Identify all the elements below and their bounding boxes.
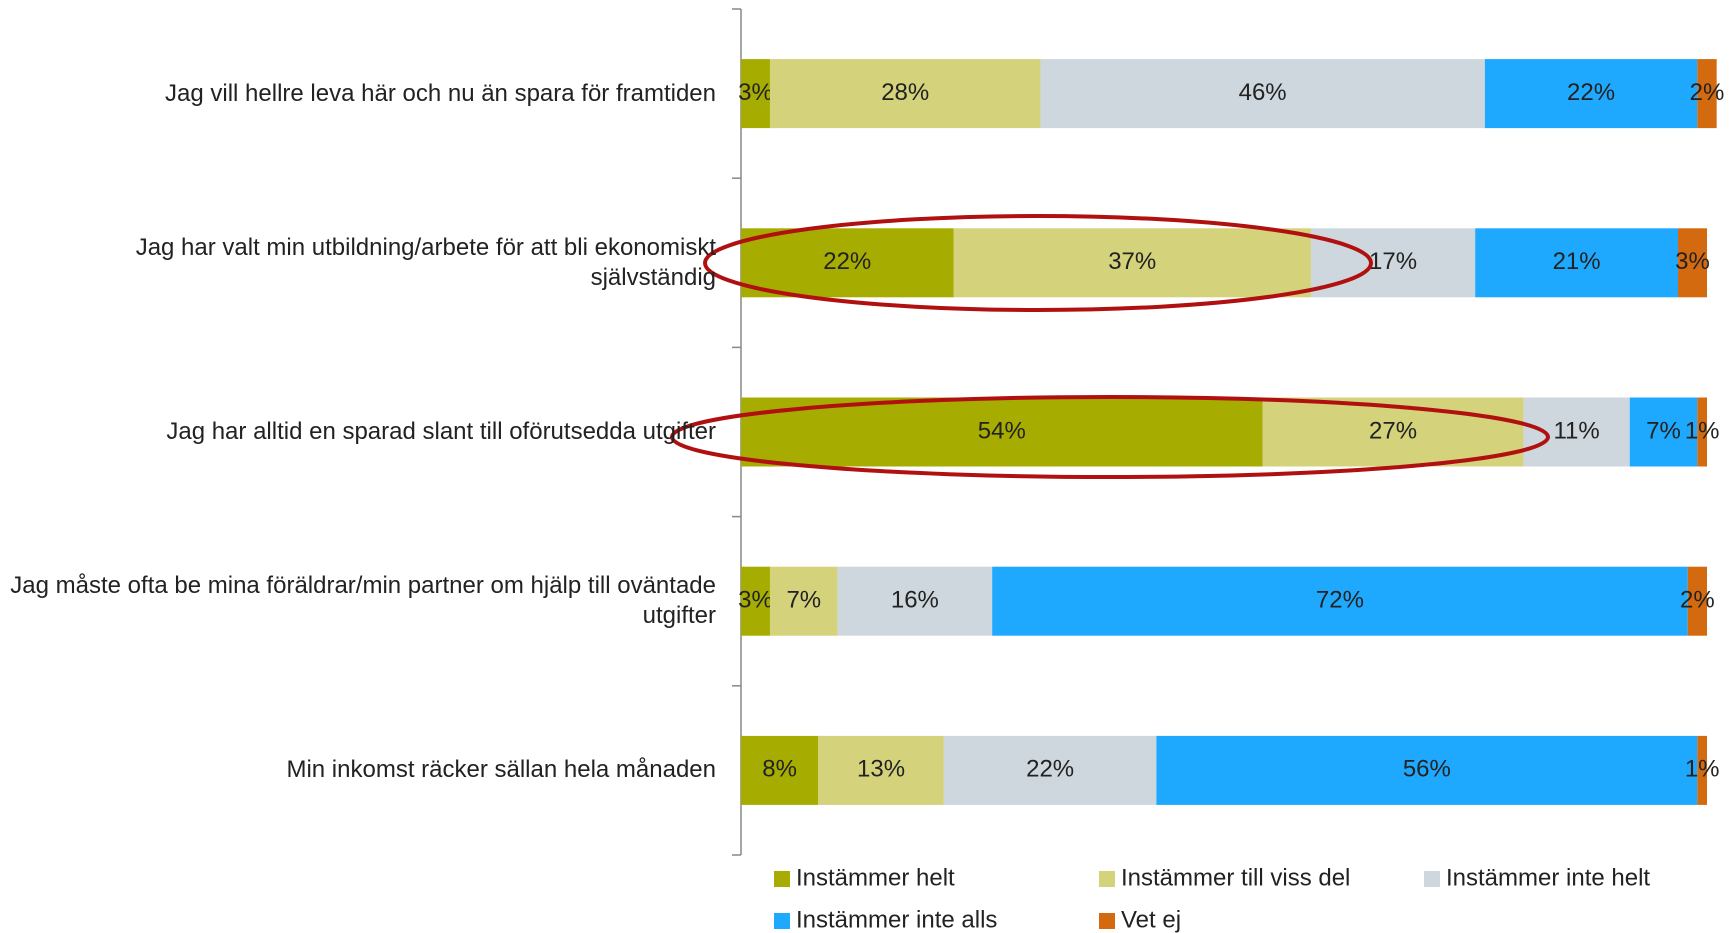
data-label: 54%: [978, 417, 1026, 444]
data-label: 17%: [1369, 248, 1417, 275]
legend-swatch: [1424, 871, 1440, 887]
data-label: 1%: [1685, 756, 1720, 783]
bar-segment: [769, 59, 1041, 129]
highlight-ellipse: [703, 214, 1373, 312]
legend-label: Instämmer till viss del: [1121, 864, 1350, 891]
bar-segment: [1629, 397, 1698, 467]
bar-segment: [1040, 59, 1485, 129]
data-label: 2%: [1680, 587, 1715, 614]
legend-label: Instämmer inte helt: [1446, 864, 1650, 891]
bar-segment: [1475, 228, 1679, 298]
data-label: 22%: [1567, 79, 1615, 106]
bar-segment: [1310, 228, 1476, 298]
bar-segment: [1697, 397, 1707, 467]
bar-segment: [1484, 59, 1698, 129]
legend-swatch: [774, 871, 790, 887]
data-label: 3%: [738, 587, 773, 614]
data-label: 56%: [1403, 756, 1451, 783]
data-label: 46%: [1239, 79, 1287, 106]
bar-segment: [741, 228, 954, 298]
bar-segment: [741, 59, 770, 129]
bar-segment: [1697, 59, 1717, 129]
data-label: 28%: [881, 79, 929, 106]
data-label: 72%: [1316, 587, 1364, 614]
data-label: 7%: [1646, 417, 1681, 444]
legend-swatch: [774, 913, 790, 929]
category-label: Jag har alltid en sparad slant till oför…: [166, 418, 716, 445]
data-label: 1%: [1685, 417, 1720, 444]
bar-segment: [1687, 566, 1707, 636]
bar-segment: [1156, 735, 1698, 805]
data-label: 22%: [823, 248, 871, 275]
data-label: 8%: [762, 756, 797, 783]
bar-segment: [769, 566, 838, 636]
data-label: 37%: [1108, 248, 1156, 275]
bar-segment: [992, 566, 1688, 636]
data-label: 21%: [1553, 248, 1601, 275]
data-label: 3%: [738, 79, 773, 106]
legend-swatch: [1099, 913, 1115, 929]
bar-segment: [818, 735, 944, 805]
bar-segment: [1262, 397, 1524, 467]
data-label: 2%: [1690, 79, 1725, 106]
data-label: 22%: [1026, 756, 1074, 783]
data-label: 16%: [891, 587, 939, 614]
bar-segment: [1523, 397, 1630, 467]
bar-segment: [741, 735, 819, 805]
bar-segment: [837, 566, 993, 636]
bar-segment: [741, 397, 1263, 467]
category-label: Min inkomst räcker sällan hela månaden: [286, 756, 716, 784]
bar-segment: [741, 566, 770, 636]
legend-swatch: [1099, 871, 1115, 887]
bar-segment: [1697, 735, 1707, 805]
data-label: 11%: [1553, 417, 1599, 444]
data-label: 27%: [1369, 417, 1417, 444]
data-label: 3%: [1675, 248, 1710, 275]
data-label: 13%: [857, 756, 905, 783]
data-label: 7%: [786, 587, 821, 614]
bar-segment: [943, 735, 1157, 805]
category-label: Jag vill hellre leva här och nu än spara…: [165, 79, 716, 107]
category-label: Jag måste ofta be mina föräldrar/min par…: [10, 572, 716, 630]
category-label: Jag har valt min utbildning/arbete för a…: [135, 233, 716, 291]
bar-segment: [953, 228, 1311, 298]
legend-label: Instämmer inte alls: [796, 906, 997, 933]
highlight-ellipse: [670, 395, 1550, 479]
legend-label: Vet ej: [1121, 906, 1181, 933]
legend-label: Instämmer helt: [796, 864, 955, 891]
bar-segment: [1678, 228, 1707, 298]
